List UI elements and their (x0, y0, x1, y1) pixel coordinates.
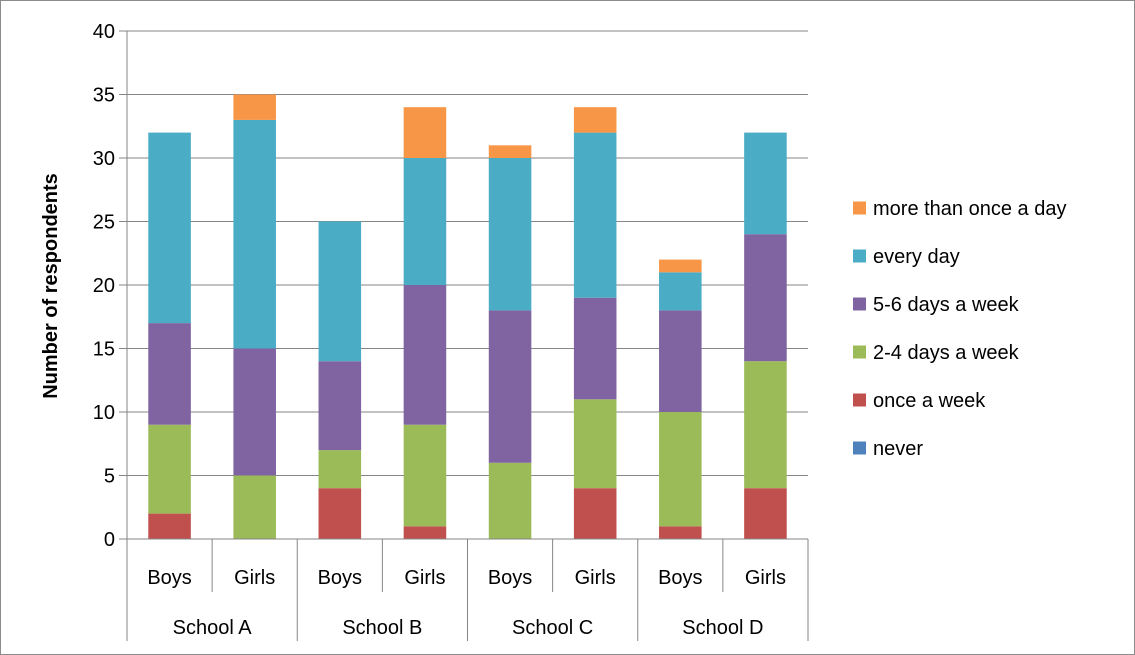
bar-segment (573, 399, 617, 489)
bar-segment (318, 450, 362, 489)
bars (148, 94, 787, 539)
bar-segment (488, 462, 532, 539)
bar-segment (573, 488, 617, 539)
y-tick-label: 35 (93, 85, 115, 107)
x-group-label: School D (682, 617, 763, 639)
bar-segment (233, 348, 276, 476)
legend-label: 5-6 days a week (873, 294, 1020, 316)
bar-segment (148, 323, 191, 425)
bar-segment (659, 259, 702, 273)
legend-swatch (853, 201, 866, 215)
bar-segment (744, 361, 787, 489)
bar-segment (148, 132, 191, 324)
x-category-label: Boys (147, 567, 191, 589)
bar-segment (488, 310, 532, 463)
bar-segment (744, 132, 787, 235)
x-group-label: School C (512, 617, 593, 639)
bar-segment (318, 488, 362, 539)
bar-segment (573, 132, 617, 298)
bar-segment (659, 412, 702, 527)
bar-segment (148, 513, 191, 539)
y-tick-label: 25 (93, 212, 115, 234)
legend-swatch (853, 297, 866, 311)
legend-label: once a week (873, 390, 986, 412)
x-group-label: School B (342, 617, 422, 639)
legend-label: every day (873, 246, 960, 268)
bar-segment (659, 526, 702, 539)
axes: 0 5 10 15 20 25 30 35 40 Boys Girls School A Boys Gir… (93, 21, 809, 641)
bar-segment (403, 158, 447, 285)
legend-label: more than once a day (873, 198, 1066, 220)
legend-swatch (853, 393, 866, 407)
y-axis-label: Number of respondents (40, 173, 62, 399)
bar-segment (659, 310, 702, 412)
x-group-label: School A (173, 617, 253, 639)
bar-segment (744, 488, 787, 539)
bar-segment (233, 475, 276, 539)
bar-segment (148, 424, 191, 514)
bar-segment (573, 107, 617, 133)
bar-segment (233, 94, 276, 120)
x-category-label: Girls (234, 567, 275, 589)
x-category-label: Boys (488, 567, 532, 589)
bar-segment (403, 107, 447, 158)
y-tick-label: 15 (93, 339, 115, 361)
x-category-label: Girls (404, 567, 445, 589)
legend-swatch (853, 249, 866, 263)
gridlines (127, 30, 808, 476)
bar-segment (403, 285, 447, 425)
y-tick-label: 40 (93, 21, 115, 43)
bar-segment (659, 272, 702, 311)
legend: more than once a day every day 5-6 days a … (853, 198, 1066, 460)
y-tick-label: 5 (104, 466, 115, 488)
y-tick-label: 0 (104, 529, 115, 551)
bar-segment (318, 221, 362, 362)
x-category-label: Girls (745, 567, 786, 589)
bar-segment (488, 145, 532, 158)
bar-segment (403, 526, 447, 539)
bar-segment (573, 297, 617, 400)
x-category-label: Girls (575, 567, 616, 589)
bar-segment (744, 234, 787, 362)
legend-swatch (853, 441, 866, 455)
y-tick-label: 10 (93, 402, 115, 424)
bar-segment (488, 158, 532, 311)
legend-label: 2-4 days a week (873, 342, 1020, 364)
bar-segment (318, 361, 362, 451)
bar-segment (403, 424, 447, 527)
y-tick-label: 20 (93, 275, 115, 297)
x-category-label: Boys (318, 567, 362, 589)
legend-label: never (873, 438, 923, 460)
legend-swatch (853, 345, 866, 359)
bar-segment (233, 119, 276, 349)
y-tick-label: 30 (93, 148, 115, 170)
x-category-label: Boys (658, 567, 702, 589)
